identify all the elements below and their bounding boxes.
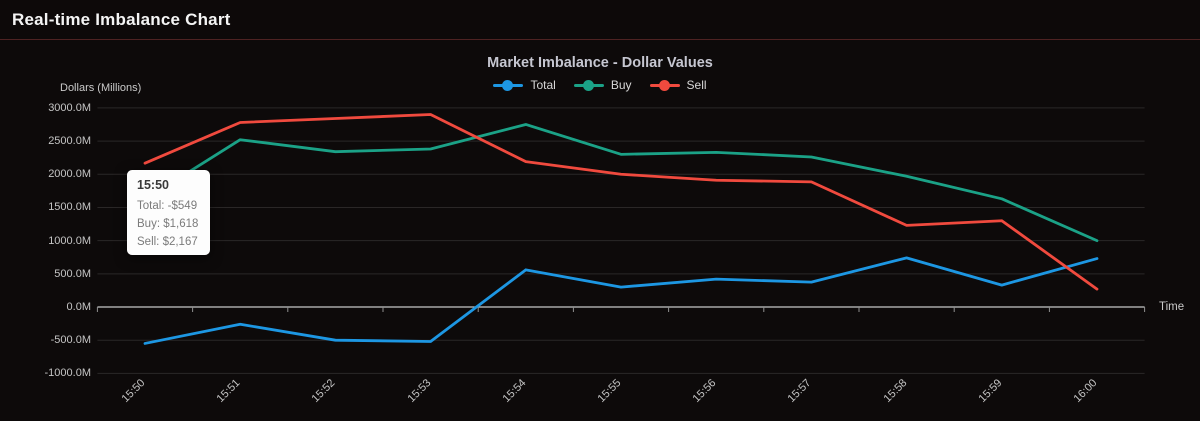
page-title: Real-time Imbalance Chart bbox=[12, 10, 231, 29]
y-tick-label: 0.0M bbox=[66, 301, 91, 313]
legend-label: Buy bbox=[610, 78, 632, 92]
legend-label: Total bbox=[530, 78, 556, 92]
series-line-total bbox=[143, 256, 1099, 345]
tooltip: 15:50 Total: -$549 Buy: $1,618 Sell: $2,… bbox=[127, 170, 210, 255]
legend-marker-icon bbox=[493, 79, 524, 91]
series-line-sell bbox=[143, 113, 1099, 291]
tooltip-row-buy: Buy: $1,618 bbox=[137, 218, 199, 230]
legend-item-total[interactable]: Total bbox=[493, 78, 556, 92]
y-tick-label: 2500.0M bbox=[48, 135, 91, 148]
legend-label: Sell bbox=[686, 78, 707, 92]
y-tick-label: 500.0M bbox=[54, 267, 91, 280]
y-tick-label: -1000.0M bbox=[44, 367, 91, 380]
y-tick-label: 1500.0M bbox=[48, 201, 91, 214]
y-axis-title: Dollars (Millions) bbox=[60, 82, 142, 94]
y-tick-label: -500.0M bbox=[50, 334, 91, 347]
chart-title: Market Imbalance - Dollar Values bbox=[487, 55, 713, 71]
y-tick-label: 2000.0M bbox=[48, 168, 91, 181]
x-axis-title: Time bbox=[1159, 301, 1185, 313]
legend-item-buy[interactable]: Buy bbox=[573, 78, 632, 92]
app-header: Real-time Imbalance Chart bbox=[0, 0, 1200, 40]
legend-marker-icon bbox=[573, 79, 604, 91]
tooltip-time: 15:50 bbox=[137, 178, 169, 192]
y-tick-label: 3000.0M bbox=[48, 101, 91, 114]
y-tick-label: 1000.0M bbox=[48, 234, 91, 247]
series-line-buy bbox=[143, 123, 1099, 243]
tooltip-row-sell: Sell: $2,167 bbox=[137, 236, 198, 248]
chart-legend: Total Buy Sell bbox=[0, 77, 1200, 93]
legend-marker-icon bbox=[649, 79, 680, 91]
tooltip-row-total: Total: -$549 bbox=[137, 200, 198, 212]
legend-item-sell[interactable]: Sell bbox=[649, 78, 707, 92]
